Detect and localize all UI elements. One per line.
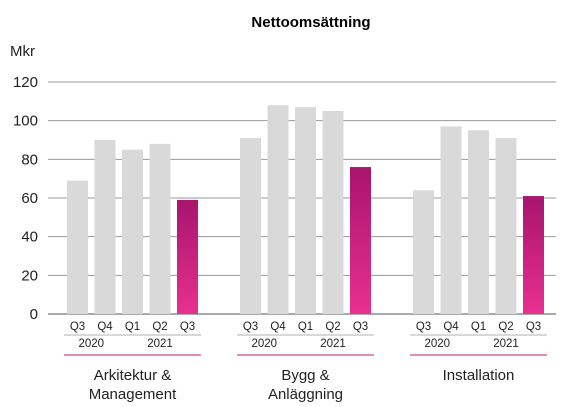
quarter-label: Q3	[180, 321, 195, 333]
y-tick-label: 40	[21, 229, 38, 246]
year-label: 2021	[493, 338, 519, 350]
bar-2-q1	[295, 107, 316, 314]
y-tick-label: 20	[21, 267, 38, 284]
year-label: 2021	[147, 338, 173, 350]
y-tick-label: 120	[13, 74, 38, 91]
quarter-label: Q4	[443, 321, 459, 333]
quarter-label: Q1	[125, 321, 140, 333]
x-axis-labels: Q3 Q4 Q1 Q2 Q3 2020 2021 Arkitektur & Management…	[64, 321, 547, 403]
bar-3-q2	[495, 138, 517, 314]
y-tick-label: 80	[21, 151, 38, 168]
quarter-label: Q2	[325, 321, 340, 333]
group-label: Bygg & Anläggning	[268, 367, 343, 403]
quarter-label: Q2	[152, 321, 167, 333]
bar-2-q4	[267, 105, 289, 314]
group-label: Installation	[443, 367, 515, 384]
year-label: 2020	[251, 338, 277, 350]
bar-3-q3	[413, 190, 434, 314]
y-tick-label: 100	[13, 113, 38, 130]
quarter-label: Q4	[270, 321, 286, 333]
y-axis-unit-label: Mkr	[10, 43, 35, 60]
bar-1-q4	[94, 140, 116, 314]
quarter-label: Q3	[353, 321, 368, 333]
bar-2-q2	[322, 111, 344, 314]
y-tick-label: 60	[21, 190, 38, 207]
quarter-label: Q3	[70, 321, 85, 333]
year-label: 2020	[424, 338, 450, 350]
quarter-label: Q1	[471, 321, 486, 333]
quarter-label: Q3	[416, 321, 431, 333]
y-tick-label: 0	[30, 306, 38, 323]
bar-1-q2	[149, 143, 171, 314]
year-label: 2020	[78, 338, 104, 350]
chart-title: Nettoomsättning	[251, 14, 370, 31]
bar-3-q4	[440, 126, 462, 314]
group-label: Arkitektur & Management	[89, 367, 177, 403]
bar-2-q3-current	[350, 167, 371, 314]
quarter-label: Q2	[498, 321, 513, 333]
quarter-label: Q1	[298, 321, 313, 333]
quarter-label: Q3	[526, 321, 541, 333]
bars	[67, 105, 544, 314]
bar-2-q3	[240, 138, 261, 314]
bar-1-q3	[67, 180, 88, 314]
bar-1-q1	[122, 149, 143, 314]
quarter-label: Q3	[243, 321, 258, 333]
bar-3-q1	[468, 130, 489, 314]
year-label: 2021	[320, 338, 346, 350]
quarter-label: Q4	[97, 321, 113, 333]
bar-3-q3-current	[523, 196, 544, 314]
bar-1-q3-current	[177, 199, 198, 314]
